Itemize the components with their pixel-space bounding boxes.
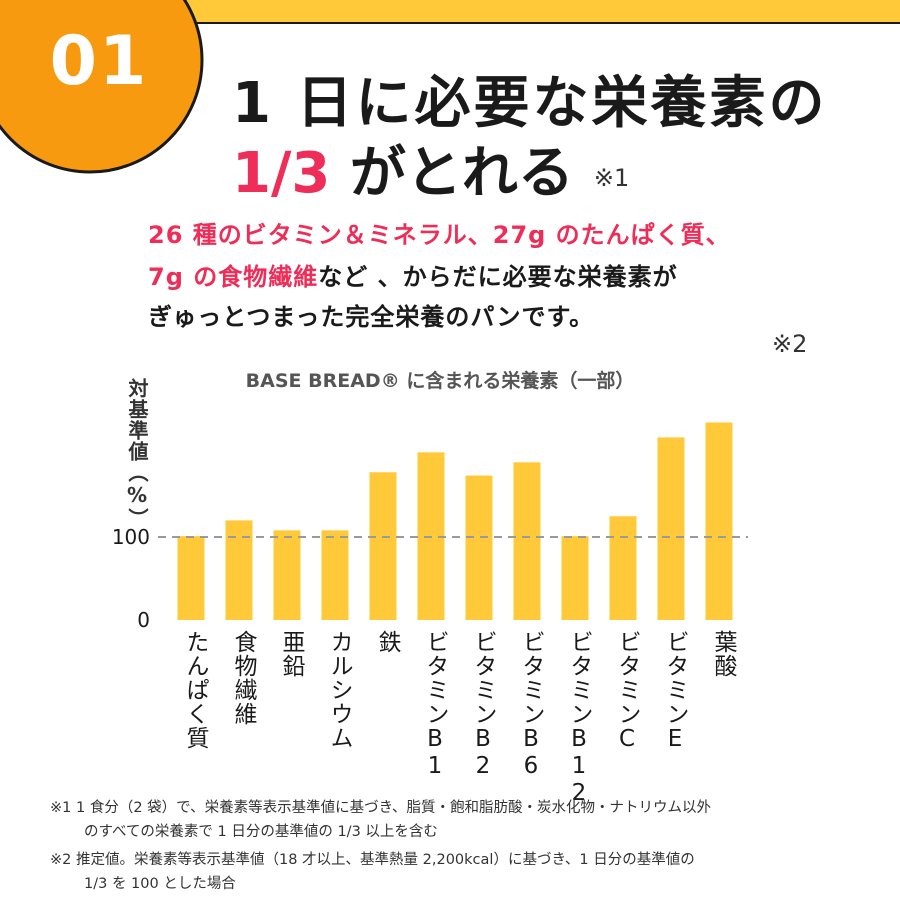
y-axis-label: 対基準値（%） [125, 378, 149, 529]
chart-note: ※2 [772, 330, 808, 358]
footnote-2-line-2: 1/3 を 100 とした場合 [84, 876, 236, 892]
bar [321, 530, 349, 620]
intro-line-2: 7g の食物繊維など 、からだに必要な栄養素が [148, 257, 678, 292]
x-tick-label: 葉酸 [710, 630, 736, 678]
x-tick-label: 鉄 [374, 630, 400, 654]
bar [177, 536, 205, 620]
bar [465, 475, 493, 620]
headline-note: ※1 [593, 164, 630, 192]
intro-line-1: 26 種のビタミン＆ミネラル、27g のたんぱく質、 [148, 221, 731, 249]
bar [513, 462, 541, 620]
footnote-1-line-2: のすべての栄養素で 1 日分の基準値の 1/3 以上を含む [84, 824, 438, 840]
bar [225, 520, 253, 620]
x-tick-label: ビタミンE [662, 630, 688, 753]
x-tick-label: ビタミンC [614, 630, 640, 753]
bar [369, 472, 397, 620]
intro-highlight: 7g の食物繊維 [148, 263, 319, 291]
x-tick-label: ビタミンB1 [422, 630, 448, 780]
bar [273, 530, 301, 620]
x-tick-label: ビタミンB2 [470, 630, 496, 780]
bar [561, 536, 589, 620]
headline-rest: がとれる [330, 141, 574, 206]
x-tick-label: 食物繊維 [230, 630, 256, 726]
headline-line-1: 1 日に必要な栄養素の [232, 71, 828, 136]
intro-line-3: ぎゅっとつまった完全栄養のパンです。 [148, 303, 595, 331]
bar [657, 437, 685, 620]
y-tick-label: 100 [112, 525, 150, 549]
bar [609, 516, 637, 620]
x-tick-label: ビタミンB6 [518, 630, 544, 780]
x-tick-label: ビタミンB12 [566, 630, 592, 807]
x-tick-label: 亜鉛 [278, 630, 304, 678]
headline-accent: 1/3 [232, 141, 331, 206]
number-badge: 01 [0, 0, 210, 180]
intro-line-2-rest: など 、からだに必要な栄養素が [318, 263, 678, 291]
footnote-1-line-1: ※1 1 食分（2 袋）で、栄養素等表示基準値に基づき、脂質・飽和脂肪酸・炭水化… [50, 800, 712, 816]
headline-line-2: 1/3 がとれる ※1 [232, 128, 629, 209]
x-tick-label: カルシウム [326, 630, 352, 750]
footnote-2-line-1: ※2 推定値。栄養素等表示基準値（18 才以上、基準熱量 2,200kcal）に… [50, 852, 695, 868]
chart-title: BASE BREAD® に含まれる栄養素（一部） [245, 370, 635, 392]
badge-circle-icon [0, 0, 204, 174]
y-tick-label: 0 [137, 608, 150, 632]
bar [705, 422, 733, 620]
x-tick-label: たんぱく質 [182, 630, 208, 750]
badge-number: 01 [49, 22, 149, 101]
